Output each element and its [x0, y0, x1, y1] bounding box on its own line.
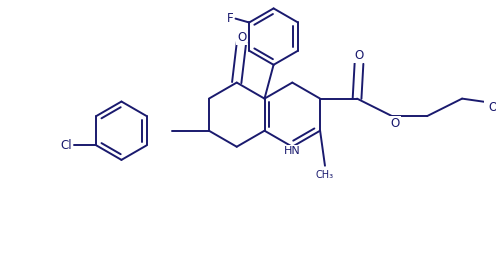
- Text: O: O: [489, 101, 496, 114]
- Text: O: O: [390, 117, 400, 130]
- Text: O: O: [354, 49, 364, 62]
- Text: HN: HN: [284, 146, 301, 156]
- Text: Cl: Cl: [60, 139, 72, 152]
- Text: O: O: [237, 31, 246, 44]
- Text: F: F: [226, 12, 233, 25]
- Text: CH₃: CH₃: [316, 171, 334, 181]
